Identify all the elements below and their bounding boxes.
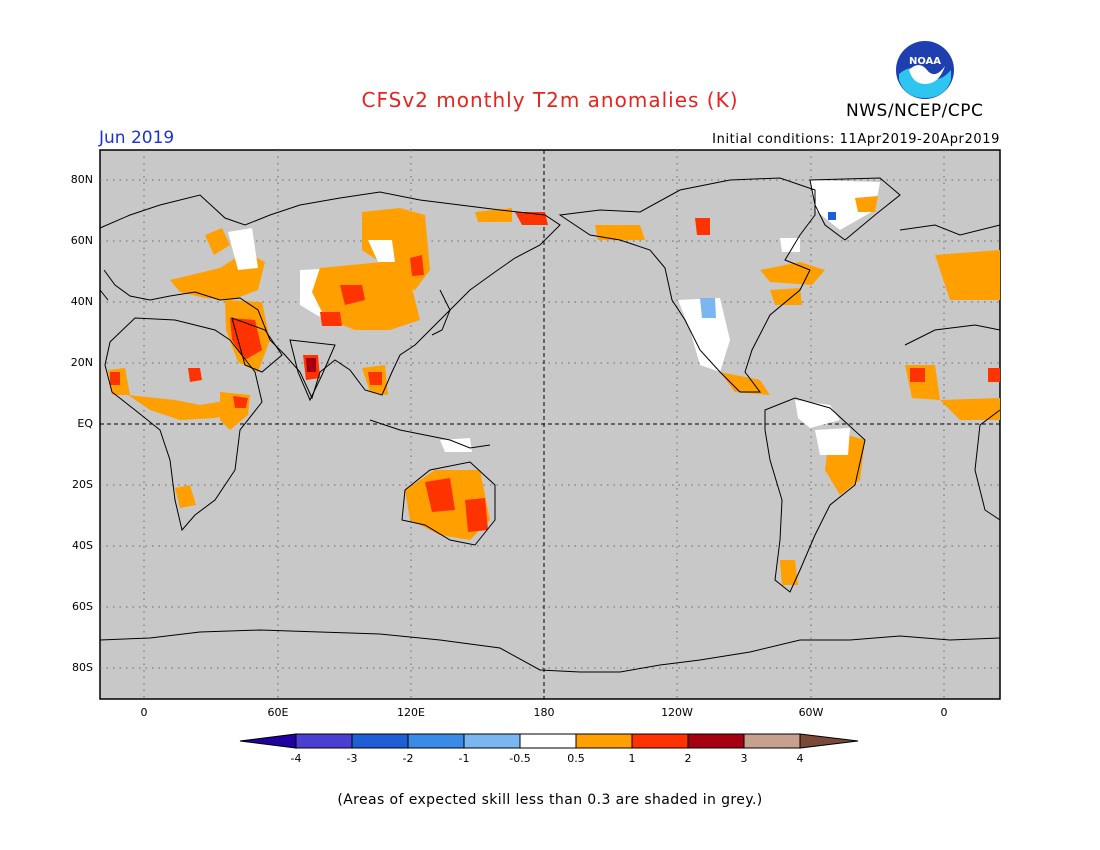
colorbar-bin [295,733,353,749]
colorbar [239,733,859,749]
patch-e-us [770,288,802,305]
lon-label: 0 [140,706,148,719]
lat-label: 20S [72,478,93,491]
lon-label: 60E [267,706,289,719]
patch-alaska-hot [695,218,710,235]
svg-text:NOAA: NOAA [909,56,941,67]
colorbar-label: 3 [740,752,748,765]
patch-n-south-america [795,400,840,428]
patch-africa-right-hot [988,368,1000,382]
patch-australia-hot [425,478,455,512]
patch-australia-hot2 [465,498,488,532]
patch-w-africa-right-hot [910,368,925,382]
lon-label: 120W [661,706,693,719]
colorbar-bin [463,733,521,749]
colorbar-label: -1 [458,752,470,765]
agency-label: NWS/NCEP/CPC [846,101,984,121]
patch-c-asia-hot2 [320,312,342,326]
lat-label: 60S [72,600,93,613]
lon-label: 60W [798,706,824,719]
patch-arabia-hot [230,318,262,360]
lat-label: EQ [77,417,93,430]
patch-w-us-cool [700,298,716,318]
patch-s-south-america [780,560,798,585]
initial-conditions-label: Initial conditions: 11Apr2019-20Apr2019 [712,132,1000,147]
lon-label: 0 [940,706,948,719]
patch-se-asia-hot [368,372,382,385]
patch-ne-siberia-warm [475,208,512,222]
colorbar-bin [631,733,689,749]
colorbar-label: 4 [796,752,804,765]
lon-label: 120E [397,706,425,719]
patch-east-africa-hot [233,396,248,408]
valid-month-label: Jun 2019 [99,128,175,148]
patch-sahel-right [940,398,1000,420]
patch-sahel [128,395,245,420]
patch-greenland-cool [828,212,836,220]
skill-footnote: (Areas of expected skill less than 0.3 a… [337,792,763,808]
colorbar-bin [407,733,465,749]
colorbar-label: -4 [290,752,302,765]
lat-label: 80S [72,661,93,674]
colorbar-label: 1 [628,752,636,765]
lat-label: 80N [70,173,93,186]
noaa-logo: NOAA [895,40,955,100]
lat-label: 40S [72,539,93,552]
colorbar-lower-arrow [239,733,297,749]
patch-chad-hot [188,368,202,382]
patch-w-africa-hot [110,372,120,385]
map-title: CFSv2 monthly T2m anomalies (K) [361,88,739,112]
lat-label: 20N [70,356,93,369]
colorbar-label: -2 [402,752,414,765]
colorbar-bin [575,733,633,749]
patch-greenland-white [810,180,880,230]
patch-siberia-white [368,240,395,262]
patch-brazil-white [815,428,850,455]
patch-greenland-warm [855,196,878,212]
colorbar-label: 2 [684,752,692,765]
patch-india-strong [306,358,316,372]
patch-siberia-hot [410,255,424,276]
colorbar-bin [687,733,745,749]
colorbar-upper-arrow [799,733,859,749]
patch-s-africa [175,485,196,508]
colorbar-label: 0.5 [567,752,585,765]
patch-alaska [595,225,645,240]
patch-w-us-white [678,298,730,372]
anomaly-patches [108,180,1000,585]
patch-scandinavia-white [228,228,258,270]
lat-label: 40N [70,295,93,308]
lat-label: 60N [70,234,93,247]
patch-europe-right [935,250,1000,300]
patch-scandinavia-warm [205,228,230,255]
patch-ne-siberia-hot [515,212,548,225]
patch-indonesia [440,438,472,452]
colorbar-bin [743,733,801,749]
coastlines [99,177,1001,673]
colorbar-bin [351,733,409,749]
colorbar-bin [519,733,577,749]
lon-label: 180 [533,706,555,719]
patch-hudson-white [780,238,800,252]
patch-c-asia-hot [340,285,365,305]
patch-canada-warm [760,262,825,285]
colorbar-label: -0.5 [509,752,531,765]
colorbar-label: -3 [346,752,358,765]
